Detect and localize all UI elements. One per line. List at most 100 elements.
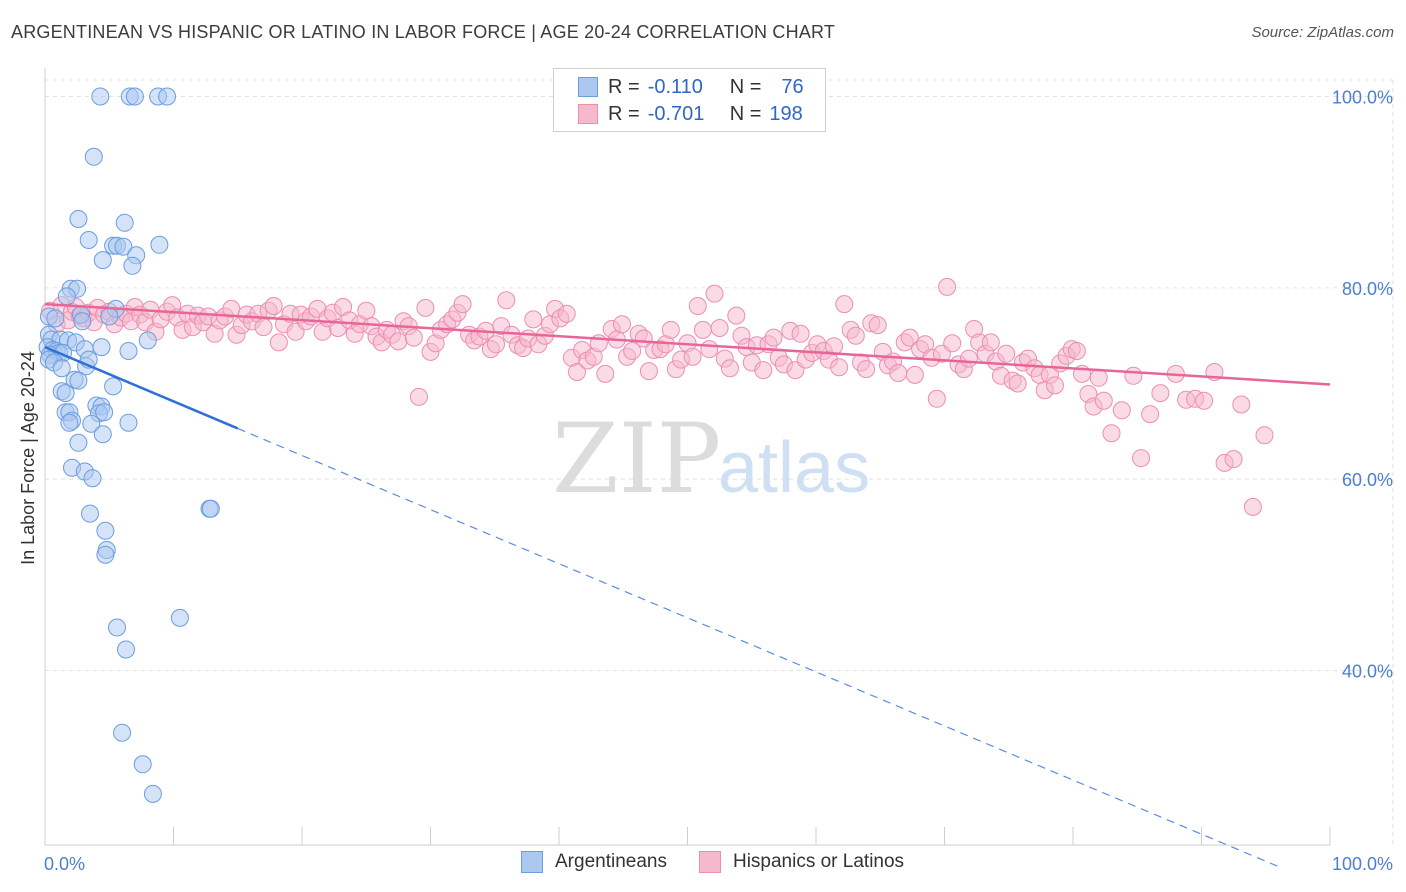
watermark: ZIP atlas	[552, 403, 870, 515]
hispanic-point	[1232, 395, 1251, 414]
hispanic-point	[1124, 366, 1143, 385]
watermark-atlas: atlas	[718, 428, 870, 508]
argentinean-point	[143, 784, 162, 803]
argentinean-point	[52, 359, 71, 378]
r-label: R =	[608, 102, 640, 125]
argentinean-point	[79, 231, 98, 249]
y-tick-label: 40.0%	[1342, 662, 1393, 682]
argentinean-point	[96, 545, 115, 564]
argentinean-point	[95, 403, 114, 422]
argentinean-point	[104, 377, 123, 396]
trendlines	[44, 302, 1331, 868]
argentinean-point	[81, 504, 99, 523]
x-tick-label-min: 0.0%	[44, 854, 85, 874]
hispanic-point	[416, 298, 435, 317]
hispanic-point	[1243, 497, 1262, 516]
hispanic-point	[639, 362, 658, 381]
hispanic-point	[693, 320, 712, 339]
argentinean-point	[93, 425, 112, 444]
argentinean-trendline	[44, 345, 239, 430]
argentinean-points	[38, 87, 220, 803]
hispanic-point	[889, 364, 908, 382]
hispanic-point	[613, 315, 631, 334]
hispanic-point	[1132, 449, 1151, 468]
hispanic-point	[720, 359, 739, 378]
argentinean-point	[100, 307, 119, 326]
argentinean-point	[117, 640, 135, 659]
argentinean-point	[91, 87, 110, 106]
chart-title: ARGENTINEAN VS HISPANIC OR LATINO IN LAB…	[11, 22, 836, 42]
hispanic-point	[700, 340, 719, 359]
hispanic-point	[1255, 426, 1274, 445]
r-value: -0.701	[647, 102, 705, 125]
legend-row-argentinean: R = -0.110 N = 76	[578, 74, 804, 100]
stats-legend: R = -0.110 N = 76 R = -0.701 N = 198	[553, 68, 826, 132]
hispanic-point	[764, 328, 783, 347]
hispanic-point	[997, 344, 1016, 363]
source-label: Source: ZipAtlas.com	[1251, 24, 1394, 41]
legend-row-hispanic: R = -0.701 N = 198	[578, 101, 803, 127]
hispanic-point	[981, 333, 1000, 352]
hispanic-point	[568, 363, 586, 381]
legend-item-hispanics[interactable]: Hispanics or Latinos	[698, 851, 905, 873]
hispanic-point	[269, 333, 288, 352]
pink-swatch	[698, 851, 721, 873]
argentinean-point	[170, 608, 189, 627]
y-axis-label: In Labor Force | Age 20-24	[18, 351, 38, 565]
hispanic-point	[1102, 424, 1121, 443]
hispanic-point	[357, 301, 376, 320]
hispanic-point	[830, 358, 849, 377]
legend-item-argentineans[interactable]: Argentineans	[521, 851, 667, 873]
hispanic-point	[557, 304, 576, 323]
hispanic-point	[524, 310, 543, 329]
hispanic-point	[404, 328, 423, 347]
argentinean-point	[84, 147, 103, 166]
hispanic-point	[754, 361, 773, 380]
r-label: R =	[608, 75, 640, 98]
n-label: N =	[729, 75, 762, 98]
hispanic-point	[1008, 374, 1027, 393]
argentinean-point	[108, 618, 126, 637]
argentinean-point	[119, 413, 138, 432]
y-tick-label: 80.0%	[1342, 279, 1393, 299]
hispanic-point	[835, 295, 854, 314]
legend-label: Argentineans	[555, 851, 667, 872]
hispanic-point	[791, 324, 810, 343]
hispanic-point	[254, 318, 273, 337]
hispanic-point	[683, 347, 702, 366]
y-tick-label: 100.0%	[1332, 88, 1393, 108]
argentinean-point	[60, 413, 79, 432]
y-tick-label: 60.0%	[1342, 470, 1393, 490]
hispanic-point	[688, 297, 707, 315]
argentinean-point	[96, 521, 115, 540]
argentinean-point	[123, 256, 142, 275]
argentinean-point	[201, 499, 220, 518]
argentinean-point	[113, 723, 132, 742]
argentinean-point	[93, 251, 112, 270]
hispanic-point	[487, 335, 505, 354]
hispanic-point	[1094, 391, 1113, 410]
hispanic-point	[959, 349, 978, 368]
argentinean-point	[69, 433, 88, 452]
hispanic-point	[409, 387, 428, 406]
pink-swatch	[578, 104, 598, 124]
hispanic-point	[389, 332, 408, 351]
hispanic-point	[825, 337, 843, 356]
r-value: -0.110	[647, 75, 703, 98]
legend-label: Hispanics or Latinos	[732, 851, 905, 872]
hispanic-point	[661, 320, 680, 339]
hispanic-point	[1224, 450, 1243, 469]
hispanic-point	[1151, 384, 1170, 403]
hispanic-point	[705, 284, 724, 303]
hispanic-point	[1089, 368, 1108, 387]
argentinean-point	[133, 755, 152, 774]
argentinean-point	[57, 287, 76, 306]
hispanic-point	[727, 306, 746, 325]
series-legend: Argentineans Hispanics or Latinos	[521, 851, 936, 873]
hispanic-point	[497, 291, 516, 310]
hispanic-point	[846, 326, 865, 345]
argentinean-point	[158, 87, 177, 106]
hispanic-point	[453, 295, 472, 314]
tick-labels: 40.0% 60.0% 80.0% 100.0% 0.0% 100.0%	[44, 88, 1393, 875]
